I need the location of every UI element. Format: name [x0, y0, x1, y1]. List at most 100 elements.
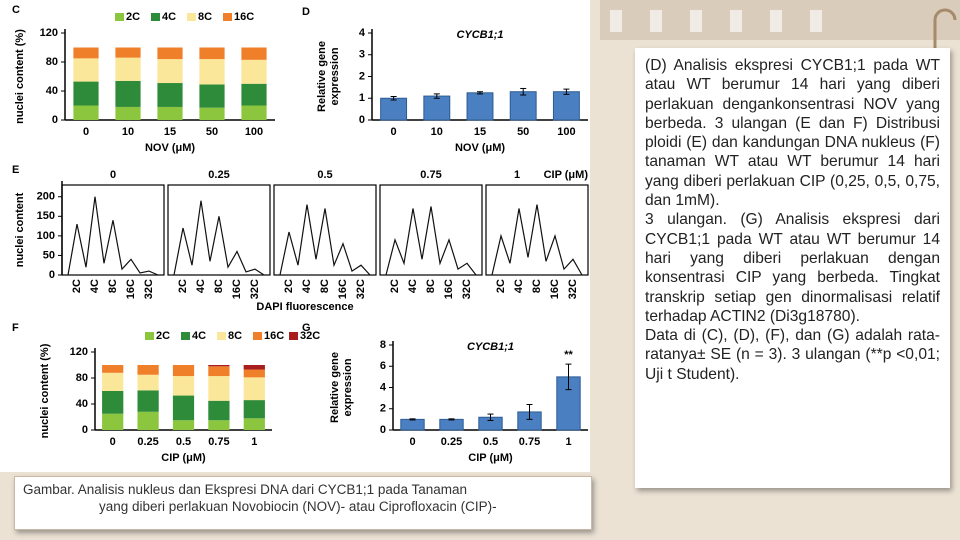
x-tick-label: 10 — [431, 126, 443, 138]
y-tick-label: 80 — [76, 372, 88, 384]
bar-segment — [199, 47, 225, 60]
caption-line: Gambar. Analisis nukleus dan Ekspresi DN… — [23, 482, 467, 497]
x-tick-label: 16C — [443, 279, 455, 299]
x-tick-label: 100 — [245, 126, 263, 138]
x-axis-label: DAPI fluorescence — [256, 301, 353, 313]
bar-segment — [157, 47, 183, 60]
x-tick-label: 0 — [83, 126, 89, 138]
legend-label: 16C — [234, 11, 254, 23]
bar-segment — [243, 400, 265, 419]
x-tick-label: 15 — [164, 126, 176, 138]
caption-line: yang diberi perlakuan Novobiocin (NOV)- … — [99, 499, 497, 514]
panel-letter: E — [12, 164, 19, 176]
bar-segment — [137, 374, 159, 391]
bar-segment — [115, 80, 141, 107]
y-tick-label: 3 — [359, 49, 365, 61]
panel-unit: CIP (μM) — [544, 169, 589, 181]
legend-swatch — [115, 13, 124, 21]
x-tick-label: 2C — [389, 279, 401, 293]
significance-label: ** — [564, 349, 573, 361]
bar-segment — [115, 106, 141, 120]
bar-segment — [115, 57, 141, 81]
x-tick-label: 10 — [122, 126, 134, 138]
bar — [423, 95, 451, 121]
trace — [173, 200, 265, 276]
y-tick-label: 4 — [359, 27, 366, 39]
legend-label: 8C — [228, 330, 242, 342]
bar-segment — [157, 106, 183, 120]
bar-segment — [199, 84, 225, 108]
x-tick-label: 32C — [249, 279, 261, 299]
y-tick-label: 80 — [46, 56, 58, 68]
legend-label: 4C — [162, 11, 176, 23]
legend-swatch — [217, 332, 226, 340]
x-tick-label: 0 — [409, 436, 415, 448]
panel-frame — [273, 184, 377, 276]
bar-segment — [241, 47, 267, 60]
legend-label: 32C — [300, 330, 320, 342]
y-tick-label: 150 — [37, 210, 55, 222]
legend-swatch — [253, 332, 262, 340]
panel-label: 0.25 — [208, 169, 229, 181]
x-tick-label: 16C — [549, 279, 561, 299]
bar-segment — [137, 411, 159, 430]
bar-segment — [172, 376, 195, 396]
x-tick-label: 8C — [425, 279, 437, 293]
bar-segment — [208, 366, 230, 377]
legend-swatch — [289, 332, 298, 340]
x-tick-label: 2C — [71, 279, 83, 293]
y-tick-label: 40 — [76, 398, 88, 410]
bar-segment — [73, 58, 99, 82]
bar-segment — [137, 390, 159, 412]
x-tick-label: 50 — [206, 126, 218, 138]
bar-segment — [115, 47, 141, 58]
legend-label: 16C — [264, 330, 284, 342]
x-tick-label: 8C — [213, 279, 225, 293]
y-tick-label: 6 — [380, 360, 386, 372]
x-axis-label: NOV (μM) — [145, 142, 195, 154]
x-tick-label: 50 — [517, 126, 529, 138]
trace — [491, 204, 583, 276]
panel-label: 0.75 — [420, 169, 441, 181]
bar-segment — [243, 377, 265, 401]
x-tick-label: 1 — [251, 436, 257, 448]
y-axis-label: nuclei content — [14, 192, 26, 267]
bar-segment — [102, 413, 124, 430]
bar — [552, 91, 580, 121]
x-tick-label: 2C — [283, 279, 295, 293]
x-tick-label: 16C — [231, 279, 243, 299]
y-tick-label: 0 — [82, 424, 88, 436]
bar-segment — [137, 365, 159, 375]
x-tick-label: 32C — [355, 279, 367, 299]
x-tick-label: 16C — [125, 279, 137, 299]
bar-segment — [241, 83, 267, 106]
panel-label: 0 — [110, 169, 116, 181]
x-tick-label: 16C — [337, 279, 349, 299]
x-tick-label: 4C — [407, 279, 419, 293]
bar-segment — [208, 365, 230, 367]
x-tick-label: 15 — [474, 126, 486, 138]
y-tick-label: 1 — [359, 92, 365, 104]
stripe — [810, 10, 822, 32]
legend-label: 2C — [126, 11, 140, 23]
stripe — [610, 10, 622, 32]
y-axis-label: Relative gene — [316, 41, 328, 112]
description-box: (D) Analisis ekspresi CYCB1;1 pada WT at… — [635, 48, 950, 488]
y-tick-label: 100 — [37, 230, 55, 242]
chart-title: CYCB1;1 — [467, 341, 514, 353]
x-tick-label: 4C — [195, 279, 207, 293]
y-axis-label: nuclei content (%) — [14, 29, 26, 124]
stripe — [690, 10, 702, 32]
x-tick-label: 8C — [107, 279, 119, 293]
x-tick-label: 4C — [301, 279, 313, 293]
legend-swatch — [151, 13, 160, 21]
bar-segment — [172, 395, 195, 421]
y-tick-label: 200 — [37, 191, 55, 203]
panel-letter: D — [302, 6, 310, 18]
bar — [509, 91, 537, 121]
bar-segment — [157, 83, 183, 107]
stripe — [730, 10, 742, 32]
y-axis-label: Relative gene — [329, 352, 341, 423]
